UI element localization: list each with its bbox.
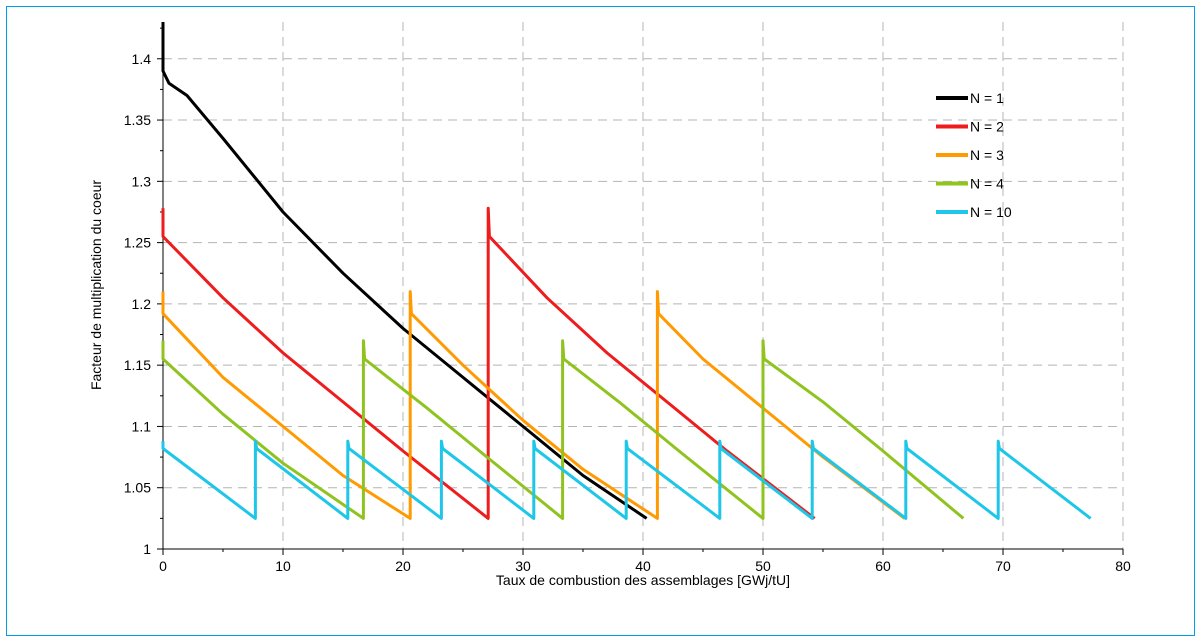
series-line-3 [161, 339, 965, 520]
grid [163, 22, 1124, 549]
y-tick-label: 1.2 [132, 296, 152, 312]
legend: N = 1 N = 2 N = 3 N = 4 N = 10 [936, 90, 1012, 220]
y-tick-label: 1.05 [124, 480, 151, 496]
series-lines [161, 22, 1092, 520]
x-tick-label: 80 [1115, 558, 1131, 574]
x-tick-label: 60 [875, 558, 891, 574]
legend-label: N = 4 [970, 176, 1004, 192]
x-tick-label: 40 [635, 558, 651, 574]
x-tick-label: 30 [515, 558, 531, 574]
chart-frame [6, 6, 1195, 636]
y-tick-label: 1.15 [124, 357, 151, 373]
series-line-0 [161, 22, 648, 520]
y-tick-label: 1.25 [124, 235, 151, 251]
y-ticks: 1 1.05 1.1 1.15 1.2 1.25 1.3 1.35 1.4 [124, 27, 163, 557]
x-tick-label: 70 [995, 558, 1011, 574]
y-tick-label: 1.3 [132, 173, 152, 189]
legend-label: N = 1 [970, 90, 1004, 106]
y-tick-label: 1 [143, 541, 151, 557]
series-line-2 [161, 290, 906, 520]
x-axis-label: Taux de combustion des assemblages [GWj/… [496, 572, 790, 588]
y-tick-label: 1.35 [124, 112, 151, 128]
x-ticks: 0 10 20 30 40 50 60 70 80 [159, 549, 1131, 574]
legend-label: N = 10 [970, 204, 1012, 220]
x-tick-label: 20 [395, 558, 411, 574]
x-tick-label: 10 [275, 558, 291, 574]
y-axis-label: Facteur de multiplication du coeur [88, 180, 104, 390]
y-tick-label: 1.1 [132, 418, 152, 434]
x-tick-label: 0 [159, 558, 167, 574]
legend-label: N = 3 [970, 147, 1004, 163]
legend-label: N = 2 [970, 119, 1004, 135]
series-line-4 [161, 439, 1092, 520]
y-tick-label: 1.4 [132, 51, 152, 67]
x-tick-label: 50 [755, 558, 771, 574]
